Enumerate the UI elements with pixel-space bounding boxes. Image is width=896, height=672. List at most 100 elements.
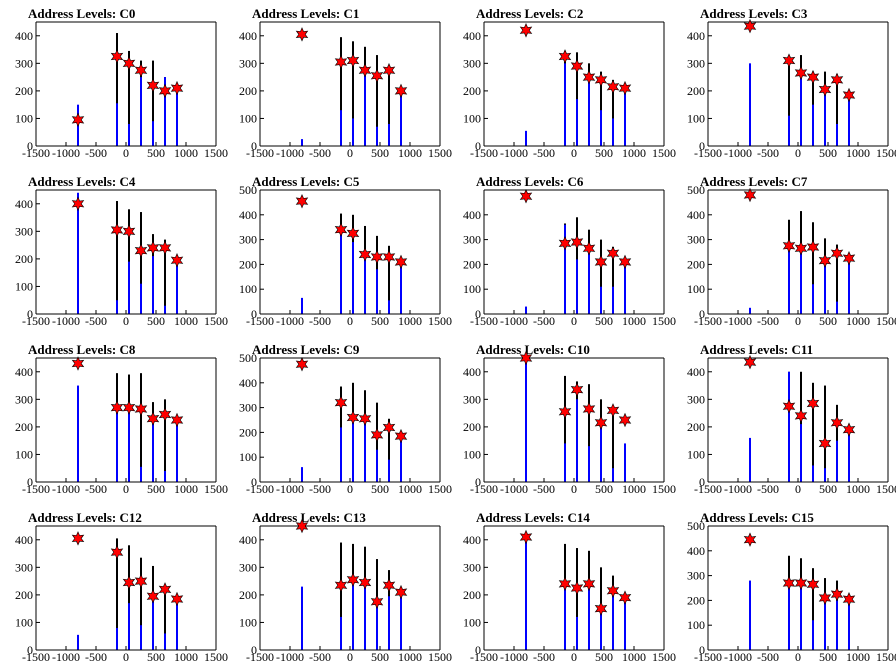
y-tick-label: 100	[687, 618, 705, 632]
y-tick-label: 200	[463, 588, 481, 602]
x-tick-label: 0	[571, 314, 577, 328]
star-marker	[382, 577, 396, 593]
star-marker	[806, 69, 820, 85]
y-tick-label: 400	[463, 365, 481, 379]
x-tick-label: 1500	[652, 146, 676, 160]
star-marker	[146, 411, 160, 426]
star-marker	[110, 49, 124, 64]
star-marker	[570, 58, 584, 74]
x-tick-label: -1000	[276, 314, 304, 328]
y-tick-label: 100	[15, 615, 33, 629]
star-marker	[334, 577, 348, 593]
star-marker	[618, 254, 632, 270]
x-tick-label: -500	[533, 650, 555, 664]
star-marker	[582, 69, 596, 85]
y-tick-label: 200	[463, 84, 481, 98]
x-tick-label: -1000	[276, 146, 304, 160]
x-tick-label: -500	[757, 314, 779, 328]
x-tick-label: 500	[595, 650, 613, 664]
chart-title: Address Levels: C13	[252, 510, 366, 525]
chart-svg: Address Levels: C6 0 100 200 300 400 -1500 -100…	[463, 174, 676, 328]
star-marker	[122, 56, 136, 71]
y-tick-label: 500	[687, 183, 705, 197]
star-marker	[71, 112, 85, 128]
star-marker	[806, 577, 820, 592]
x-tick-label: -1500	[246, 314, 274, 328]
x-tick-label: 1500	[652, 314, 676, 328]
y-tick-label: 100	[239, 282, 257, 296]
y-tick-label: 300	[687, 392, 705, 406]
x-tick-label: -1000	[500, 146, 528, 160]
chart-title: Address Levels: C0	[28, 6, 135, 21]
x-tick-label: -1500	[22, 650, 50, 664]
star-marker	[71, 531, 85, 546]
star-marker	[606, 403, 620, 418]
x-tick-label: 0	[123, 314, 129, 328]
star-marker	[358, 62, 372, 78]
star-marker	[794, 65, 808, 81]
star-marker	[295, 356, 309, 372]
x-tick-label: 1500	[428, 146, 452, 160]
chart-svg: Address Levels: C3 0 100 200 300 400 -1500 -100…	[687, 6, 896, 160]
x-tick-label: 500	[819, 650, 837, 664]
x-tick-label: 1000	[174, 146, 198, 160]
chart-svg: Address Levels: C13 0 100 200 300 400 -1500 -10…	[239, 510, 452, 664]
star-marker	[618, 80, 632, 96]
y-tick-label: 100	[15, 279, 33, 293]
chart-panel: Address Levels: C1 0 100 200 300 400 -1500 -100…	[224, 0, 452, 168]
star-marker	[110, 544, 124, 560]
y-tick-label: 200	[463, 420, 481, 434]
star-marker	[394, 254, 408, 270]
x-tick-label: 500	[371, 650, 389, 664]
x-tick-label: 1000	[622, 650, 646, 664]
x-tick-label: 1500	[876, 482, 896, 496]
star-marker	[782, 575, 796, 591]
x-tick-label: 1000	[398, 482, 422, 496]
y-tick-label: 300	[463, 392, 481, 406]
x-tick-label: 500	[371, 146, 389, 160]
chart-svg: Address Levels: C2 0 100 200 300 400 -1500 -100…	[463, 6, 676, 160]
star-marker	[618, 590, 632, 605]
chart-panel: Address Levels: C9 0 100 200 300 400 500 -1500-…	[224, 336, 452, 504]
chart-svg: Address Levels: C50100200300400500-1500-…	[239, 174, 452, 328]
chart-svg: Address Levels: C10 0 100 200 300 400 -1500 -10…	[463, 342, 676, 496]
star-marker	[295, 193, 309, 209]
star-marker	[830, 586, 844, 602]
x-tick-label: -500	[533, 146, 555, 160]
chart-title: Address Levels: C3	[700, 6, 808, 21]
x-tick-label: -500	[757, 482, 779, 496]
y-tick-label: 100	[463, 615, 481, 629]
y-tick-label: 0	[699, 139, 705, 153]
chart-title: Address Levels: C5	[252, 174, 360, 189]
x-tick-label: -1500	[470, 146, 498, 160]
star-marker	[394, 584, 408, 600]
y-tick-label: 400	[463, 29, 481, 43]
star-marker	[370, 594, 384, 610]
y-tick-label: 0	[475, 643, 481, 657]
x-tick-label: -1500	[246, 146, 274, 160]
chart-panel: Address Levels: C8 0 100 200 300 400 -1500 -100…	[0, 336, 228, 504]
star-marker	[146, 589, 160, 604]
x-tick-label: -1000	[276, 482, 304, 496]
y-tick-label: 0	[251, 139, 257, 153]
star-marker	[334, 395, 348, 410]
y-tick-label: 0	[475, 475, 481, 489]
star-marker	[582, 576, 596, 592]
y-tick-label: 400	[239, 208, 257, 222]
y-tick-label: 400	[463, 533, 481, 547]
star-marker	[334, 54, 348, 70]
x-tick-label: -500	[757, 650, 779, 664]
y-tick-label: 300	[239, 56, 257, 70]
x-tick-label: 1000	[846, 146, 870, 160]
chart-svg: Address Levels: C14 0 100 200 300 400 -1500 -10…	[463, 510, 676, 664]
star-marker	[134, 62, 148, 78]
x-tick-label: 500	[819, 314, 837, 328]
x-tick-label: 1500	[876, 650, 896, 664]
chart-svg: Address Levels: C0 0 100 200 300 400 -1500 -100…	[15, 6, 228, 160]
y-tick-label: 0	[699, 643, 705, 657]
x-tick-label: 0	[347, 482, 353, 496]
star-marker	[122, 400, 136, 415]
x-tick-label: -1000	[52, 146, 80, 160]
star-marker	[158, 407, 172, 422]
